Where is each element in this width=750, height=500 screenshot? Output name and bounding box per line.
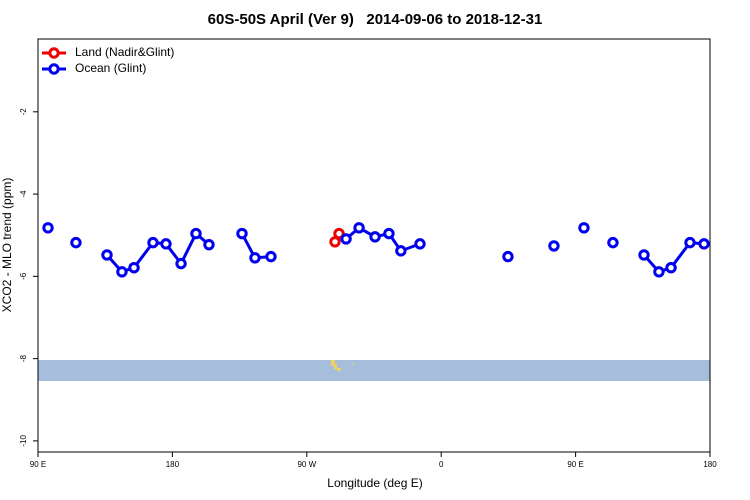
data-point: [607, 236, 619, 249]
chart-title: 60S-50S April (Ver 9) 2014-09-06 to 2018…: [208, 11, 543, 28]
data-point: [684, 236, 696, 249]
data-point: [665, 262, 677, 274]
data-point: [329, 236, 341, 248]
y-tick-label: -6: [19, 272, 28, 280]
map-land: [331, 360, 388, 371]
data-point: [116, 266, 128, 278]
data-point: [160, 238, 172, 250]
data-point: [175, 257, 187, 270]
legend-marker: [48, 47, 60, 59]
data-point: [147, 236, 159, 249]
data-point: [414, 238, 426, 250]
data-point: [128, 262, 140, 274]
plot-frame: [37, 38, 711, 453]
data-point: [249, 252, 261, 264]
data-point: [383, 227, 395, 240]
data-point: [203, 238, 215, 251]
data-point: [236, 227, 248, 240]
data-point: [101, 249, 113, 261]
data-point: [265, 250, 277, 263]
x-tick-label: 90 E: [30, 460, 46, 469]
x-tick-label: 0: [439, 460, 444, 469]
legend-label: Land (Nadir&Glint): [75, 45, 174, 59]
map-strip: [38, 360, 710, 381]
data-point: [698, 238, 710, 250]
data-point: [190, 227, 202, 240]
y-axis-label: XCO2 - MLO trend (ppm): [0, 178, 14, 313]
data-point: [353, 222, 365, 234]
data-point: [395, 245, 407, 257]
y-tick-label: -10: [19, 435, 28, 447]
data-point: [638, 249, 650, 261]
x-tick-label: 180: [703, 460, 717, 469]
data-point: [70, 236, 82, 249]
y-tick-label: -4: [19, 190, 28, 198]
legend-label: Ocean (Glint): [75, 61, 146, 75]
data-point: [548, 240, 560, 252]
x-tick-label: 180: [166, 460, 180, 469]
x-tick-label: 90 E: [567, 460, 583, 469]
y-tick-label: -8: [19, 355, 28, 363]
x-tick-label: 90 W: [297, 460, 316, 469]
legend-marker: [48, 63, 60, 75]
data-point: [369, 231, 381, 243]
data-point: [578, 222, 590, 234]
data-point: [653, 266, 665, 278]
data-point: [502, 250, 514, 263]
data-point: [340, 233, 352, 245]
y-tick-label: -2: [19, 108, 28, 116]
x-axis-label: Longitude (deg E): [327, 476, 422, 490]
data-point: [42, 222, 54, 234]
